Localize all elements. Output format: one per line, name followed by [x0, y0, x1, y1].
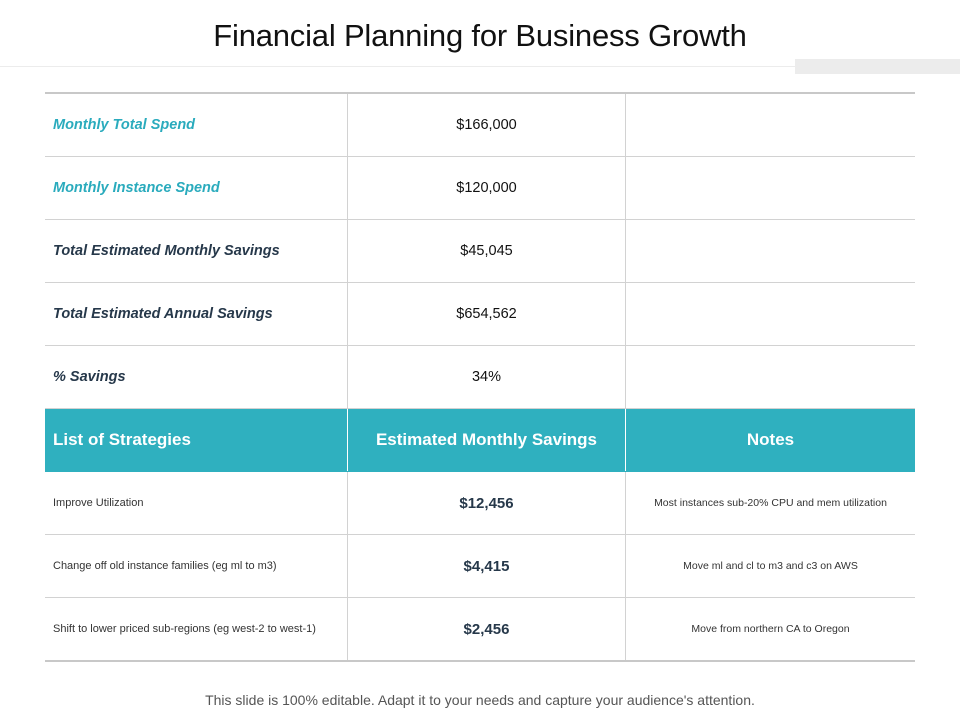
footer-caption: This slide is 100% editable. Adapt it to…	[205, 692, 755, 708]
summary-row-total-annual-savings: Total Estimated Annual Savings $654,562	[45, 283, 915, 346]
summary-empty-cell	[626, 346, 915, 408]
strategy-note-cell: Move ml and cl to m3 and c3 on AWS	[626, 535, 915, 597]
summary-row-total-monthly-savings: Total Estimated Monthly Savings $45,045	[45, 220, 915, 283]
summary-empty-cell	[626, 220, 915, 282]
strategy-savings-cell: $4,415	[348, 535, 626, 597]
summary-value-cell: $120,000	[348, 157, 626, 219]
summary-empty-cell	[626, 94, 915, 156]
title-divider	[0, 66, 960, 67]
table-top-rule	[45, 92, 915, 94]
strategy-row: Change off old instance families (eg ml …	[45, 535, 915, 598]
decorative-bar	[795, 59, 960, 74]
summary-value: 34%	[471, 369, 502, 385]
summary-label-cell: % Savings	[45, 346, 348, 408]
header-strategies: List of Strategies	[45, 409, 348, 471]
summary-row-percent-savings: % Savings 34%	[45, 346, 915, 409]
summary-value: $120,000	[456, 180, 517, 196]
summary-value: $45,045	[460, 243, 513, 259]
header-notes: Notes	[746, 430, 795, 449]
summary-label: % Savings	[53, 369, 126, 385]
summary-label-cell: Monthly Instance Spend	[45, 157, 348, 219]
summary-empty-cell	[626, 283, 915, 345]
summary-empty-cell	[626, 157, 915, 219]
summary-label: Monthly Instance Spend	[53, 180, 220, 196]
strategy-savings-cell: $12,456	[348, 472, 626, 534]
strategy-name-cell: Improve Utilization	[45, 472, 348, 534]
strategy-name: Improve Utilization	[53, 497, 144, 509]
strategy-savings: $12,456	[459, 494, 514, 512]
summary-label: Total Estimated Monthly Savings	[53, 243, 280, 259]
strategy-name: Shift to lower priced sub-regions (eg we…	[53, 623, 316, 635]
summary-label: Total Estimated Annual Savings	[53, 306, 273, 322]
header-estimated-savings: Estimated Monthly Savings	[348, 409, 626, 471]
strategy-note: Move from northern CA to Oregon	[691, 623, 850, 635]
strategy-name-cell: Shift to lower priced sub-regions (eg we…	[45, 598, 348, 660]
summary-value-cell: $654,562	[348, 283, 626, 345]
strategy-savings: $2,456	[463, 620, 510, 638]
strategy-savings: $4,415	[463, 557, 510, 575]
strategy-note: Move ml and cl to m3 and c3 on AWS	[683, 560, 858, 572]
strategy-note: Most instances sub-20% CPU and mem utili…	[654, 497, 887, 509]
strategy-row: Improve Utilization $12,456 Most instanc…	[45, 472, 915, 535]
strategy-header-row: List of Strategies Estimated Monthly Sav…	[45, 409, 915, 472]
strategy-note-cell: Move from northern CA to Oregon	[626, 598, 915, 660]
strategy-name-cell: Change off old instance families (eg ml …	[45, 535, 348, 597]
summary-label-cell: Monthly Total Spend	[45, 94, 348, 156]
savings-table: Monthly Total Spend $166,000 Monthly Ins…	[45, 92, 915, 662]
page-title: Financial Planning for Business Growth	[213, 18, 747, 53]
strategy-row: Shift to lower priced sub-regions (eg we…	[45, 598, 915, 662]
strategy-savings-cell: $2,456	[348, 598, 626, 660]
summary-label-cell: Total Estimated Annual Savings	[45, 283, 348, 345]
summary-value: $654,562	[456, 306, 517, 322]
summary-label-cell: Total Estimated Monthly Savings	[45, 220, 348, 282]
summary-value-cell: $166,000	[348, 94, 626, 156]
summary-value-cell: $45,045	[348, 220, 626, 282]
strategy-note-cell: Most instances sub-20% CPU and mem utili…	[626, 472, 915, 534]
summary-value-cell: 34%	[348, 346, 626, 408]
strategy-name: Change off old instance families (eg ml …	[53, 560, 277, 572]
summary-row-monthly-instance-spend: Monthly Instance Spend $120,000	[45, 157, 915, 220]
summary-label: Monthly Total Spend	[53, 117, 196, 133]
summary-row-monthly-total-spend: Monthly Total Spend $166,000	[45, 94, 915, 157]
summary-value: $166,000	[456, 117, 517, 133]
